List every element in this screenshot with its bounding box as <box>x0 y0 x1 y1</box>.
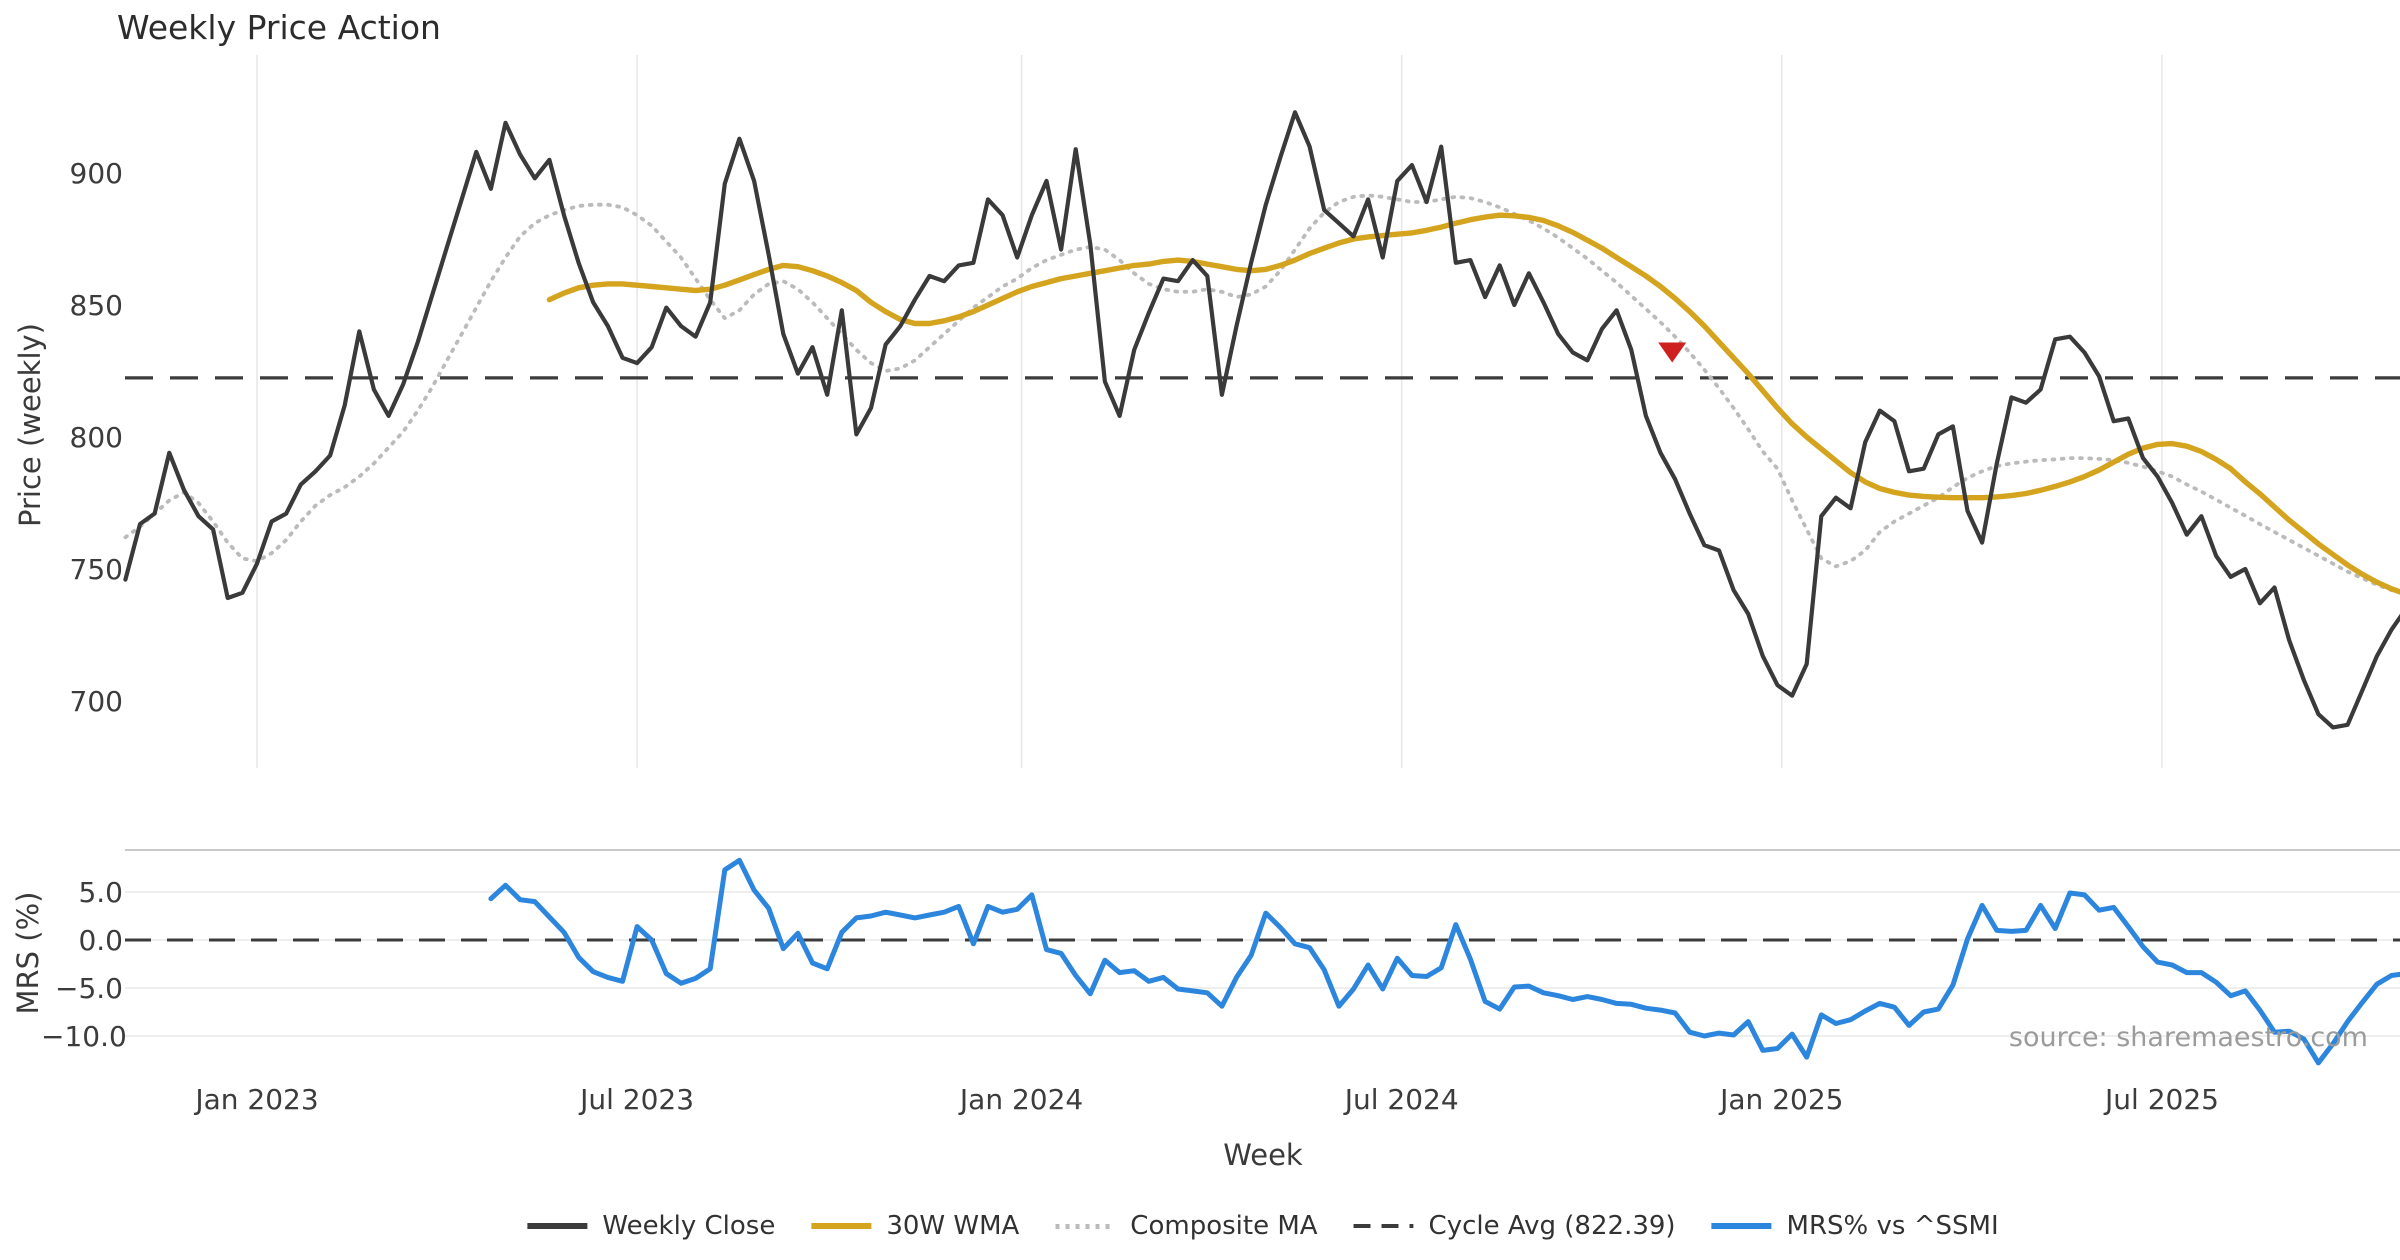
chart-title: Weekly Price Action <box>117 8 441 47</box>
legend-item: Composite MA <box>1055 1211 1318 1241</box>
legend-item: Weekly Close <box>527 1211 775 1241</box>
legend-label: Weekly Close <box>602 1211 776 1241</box>
price-y-tick-label: 700 <box>69 685 123 718</box>
price-y-tick-label: 850 <box>69 289 123 322</box>
mrs-line <box>488 857 2400 1066</box>
legend-item: 30W WMA <box>811 1211 1019 1241</box>
mrs-y-axis-label: MRS (%) <box>11 891 45 1015</box>
weekly-close-line <box>123 110 2400 730</box>
chart-legend: Weekly Close 30W WMA Composite MA Cycle Avg… <box>527 1211 1999 1241</box>
legend-label: 30W WMA <box>886 1211 1020 1241</box>
mrs-y-tick-label: 5.0 <box>78 876 123 909</box>
wma-30w-line <box>546 212 2400 595</box>
legend-swatch-solid <box>527 1223 588 1229</box>
legend-label: Cycle Avg (822.39) <box>1428 1211 1676 1241</box>
price-y-tick-label: 800 <box>69 421 123 454</box>
mrs-y-tick-label: 0.0 <box>78 924 123 957</box>
x-tick-label: Jul 2023 <box>580 1083 695 1116</box>
legend-swatch-dotted <box>1055 1223 1116 1229</box>
down-triangle-signal-marker <box>1658 342 1687 363</box>
mrs-y-tick-label: −5.0 <box>55 972 123 1005</box>
legend-swatch-dashed <box>1353 1224 1414 1228</box>
legend-swatch-solid <box>811 1223 872 1229</box>
x-tick-label: Jan 2024 <box>959 1083 1084 1116</box>
legend-label: Composite MA <box>1130 1211 1318 1241</box>
x-axis-label: Week <box>1223 1138 1303 1172</box>
x-tick-label: Jan 2025 <box>1720 1083 1844 1116</box>
legend-item: Cycle Avg (822.39) <box>1353 1211 1676 1241</box>
x-tick-label: Jul 2025 <box>2105 1083 2219 1116</box>
composite-ma-line <box>123 193 2400 595</box>
legend-swatch-solid <box>1711 1223 1772 1229</box>
legend-label: MRS% vs ^SSMI <box>1786 1211 1999 1241</box>
x-tick-label: Jan 2023 <box>195 1083 319 1116</box>
legend-item: MRS% vs ^SSMI <box>1711 1211 1999 1241</box>
price-y-tick-label: 900 <box>69 157 123 190</box>
x-tick-label: Jul 2024 <box>1344 1083 1459 1116</box>
price-y-tick-label: 750 <box>69 553 123 586</box>
mrs-y-tick-label: −10.0 <box>41 1020 127 1053</box>
source-attribution: source: sharemaestro.com <box>2008 1022 2368 1053</box>
